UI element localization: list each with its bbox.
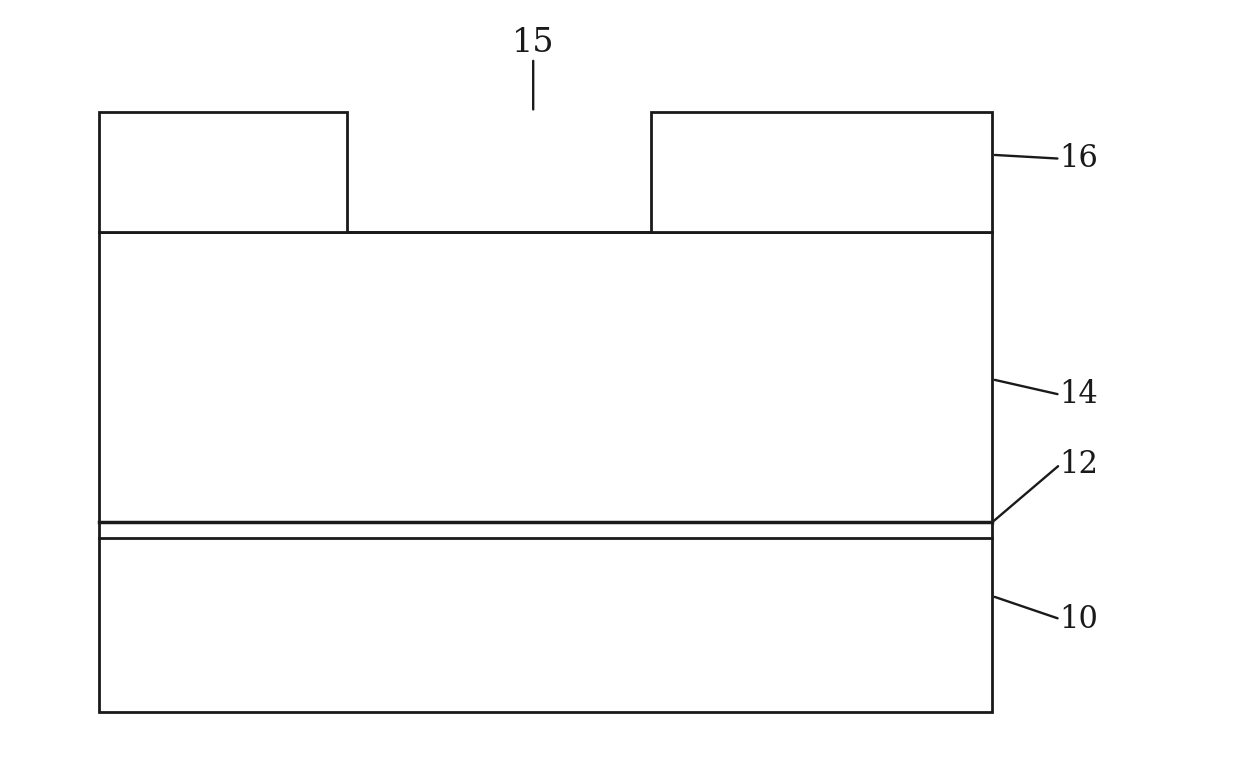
Text: 15: 15 bbox=[512, 26, 554, 59]
Text: 16: 16 bbox=[1059, 143, 1099, 174]
Bar bbox=[651, 112, 992, 232]
Bar bbox=[99, 232, 992, 712]
Text: 10: 10 bbox=[1059, 604, 1099, 635]
Text: 14: 14 bbox=[1059, 379, 1099, 410]
Text: 12: 12 bbox=[1059, 449, 1099, 480]
Bar bbox=[99, 112, 347, 232]
